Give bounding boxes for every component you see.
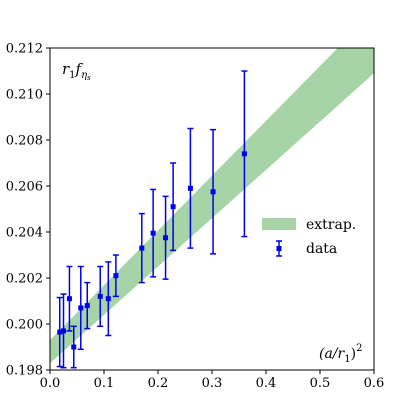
data-marker [170,204,176,210]
data-marker [71,344,77,350]
data-marker [163,235,169,241]
data-point [187,127,194,249]
legend-data-label: data [306,241,337,257]
x-tick-label: 0.4 [256,376,277,391]
data-marker [105,296,111,302]
data-marker [241,151,247,157]
x-axis: 0.0 0.1 0.2 0.3 0.4 0.5 0.6 [40,370,385,391]
legend-band-label: extrap. [306,217,356,233]
data-point [105,261,112,337]
data-point [97,265,104,328]
x-tick-label: 0.2 [148,376,169,391]
data-marker [78,305,84,311]
y-tick-label: 0.210 [6,88,43,103]
y-tick-label: 0.204 [6,226,43,241]
legend-data-marker [276,246,282,251]
data-point [56,296,63,368]
data-marker [113,273,119,279]
x-tick-label: 0.3 [202,376,223,391]
data-marker [97,293,103,299]
data-marker [66,296,72,302]
data-point [210,128,217,255]
data-point [150,188,157,278]
data-point [241,70,248,238]
extrap-band-layer [50,48,374,364]
data-marker [187,185,193,191]
data-points-layer [56,70,248,369]
data-point [112,254,119,298]
data-point [138,212,145,284]
data-marker [210,189,216,195]
y-axis: 0.198 0.200 0.202 0.204 0.206 0.208 0.210 0.212 [6,42,50,379]
data-marker [139,245,145,251]
data-point [84,281,91,330]
x-tick-label: 0.1 [94,376,115,391]
data-marker [150,230,156,236]
data-point [170,162,177,252]
data-point [70,325,77,369]
x-tick-label: 0.0 [40,376,61,391]
y-tick-label: 0.202 [6,272,43,287]
x-quantity-annotation: (a/r1)2 [319,343,362,365]
data-marker [84,303,90,309]
y-tick-label: 0.212 [6,42,43,57]
y-quantity-annotation: r1fηs [62,60,91,82]
y-tick-label: 0.200 [6,318,43,333]
data-point [66,265,73,332]
x-tick-label: 0.6 [364,376,385,391]
data-marker [57,329,63,335]
extrap-band [50,48,374,364]
data-marker [61,328,66,334]
y-tick-label: 0.208 [6,134,43,149]
y-tick-label: 0.198 [6,364,43,379]
data-point [60,293,67,369]
data-point [77,265,84,351]
legend-band-swatch [262,218,296,230]
data-point [162,195,169,280]
y-tick-label: 0.206 [6,180,43,195]
x-tick-label: 0.5 [310,376,331,391]
legend: extrap. data [262,217,356,257]
